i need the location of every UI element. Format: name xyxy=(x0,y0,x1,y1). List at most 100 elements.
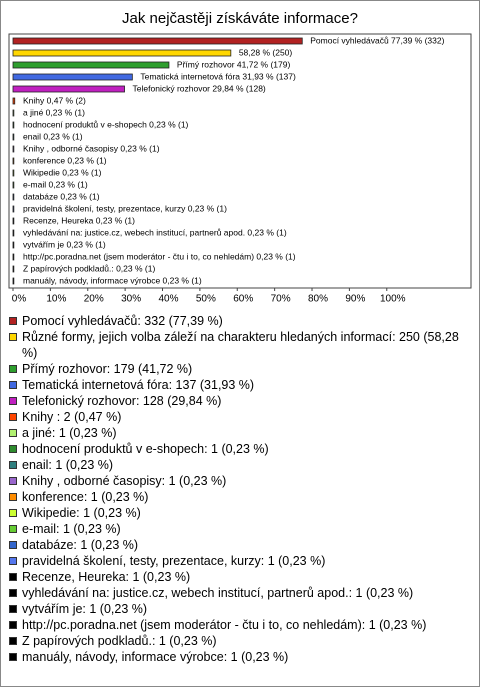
legend-label: Knihy : 2 (0,47 %) xyxy=(22,410,122,424)
legend-swatch xyxy=(9,381,17,389)
legend-label: pravidelná školení, testy, prezentace, k… xyxy=(22,554,326,568)
legend-swatch xyxy=(9,605,17,613)
x-tick-label: 10% xyxy=(46,294,66,305)
bar xyxy=(12,37,303,45)
bar xyxy=(12,49,232,57)
x-tick-label: 70% xyxy=(271,294,291,305)
legend-swatch xyxy=(9,653,17,661)
bar xyxy=(12,61,170,69)
value-label: konference 0,23 % (1) xyxy=(23,155,107,165)
legend-item: Telefonický rozhovor: 128 (29,84 %) xyxy=(9,393,471,409)
legend-swatch xyxy=(9,477,17,485)
legend-item: Recenze, Heureka: 1 (0,23 %) xyxy=(9,569,471,585)
value-label: databáze 0,23 % (1) xyxy=(23,191,100,201)
legend-swatch xyxy=(9,317,17,325)
x-tick-label: 50% xyxy=(196,294,216,305)
bar xyxy=(12,121,15,129)
bar xyxy=(12,181,15,189)
legend-item: databáze: 1 (0,23 %) xyxy=(9,537,471,553)
legend-label: Recenze, Heureka: 1 (0,23 %) xyxy=(22,570,191,584)
bar xyxy=(12,205,15,213)
legend-item: hodnocení produktů v e-shopech: 1 (0,23 … xyxy=(9,441,471,457)
legend-item: http://pc.poradna.net (jsem moderátor - … xyxy=(9,617,471,633)
value-label: Recenze, Heureka 0,23 % (1) xyxy=(23,215,135,225)
legend-item: Z papírových podkladů.: 1 (0,23 %) xyxy=(9,633,471,649)
bar xyxy=(12,169,15,177)
value-label: 58,28 % (250) xyxy=(239,47,293,57)
value-label: hodnocení produktů v e-shopech 0,23 % (1… xyxy=(23,119,189,129)
legend-label: databáze: 1 (0,23 %) xyxy=(22,538,139,552)
value-label: Tematická internetová fóra 31,93 % (137) xyxy=(140,71,296,81)
chart-title: Jak nejčastěji získáváte informace? xyxy=(122,10,358,27)
bar xyxy=(12,229,15,237)
bar xyxy=(12,73,133,81)
bar xyxy=(12,193,15,201)
legend-item: e-mail: 1 (0,23 %) xyxy=(9,521,471,537)
legend-swatch xyxy=(9,365,17,373)
x-tick-label: 100% xyxy=(380,294,406,305)
legend-item: enail: 1 (0,23 %) xyxy=(9,457,471,473)
value-label: vytvářím je 0,23 % (1) xyxy=(23,239,106,249)
x-tick-label: 30% xyxy=(121,294,141,305)
legend-swatch xyxy=(9,509,17,517)
value-label: Knihy , odborné časopisy 0,23 % (1) xyxy=(23,143,160,153)
legend-label: manuály, návody, informace výrobce: 1 (0… xyxy=(22,650,289,664)
bar xyxy=(12,133,15,141)
value-label: manuály, návody, informace výrobce 0,23 … xyxy=(23,275,202,285)
x-tick-label: 0% xyxy=(12,294,27,305)
bar xyxy=(12,277,15,285)
legend-item: Wikipedie: 1 (0,23 %) xyxy=(9,505,471,521)
legend-label: vytvářím je: 1 (0,23 %) xyxy=(22,602,148,616)
value-label: Knihy 0,47 % (2) xyxy=(23,95,86,105)
legend-swatch xyxy=(9,557,17,565)
legend-item: Přímý rozhovor: 179 (41,72 %) xyxy=(9,361,471,377)
legend-swatch xyxy=(9,589,17,597)
bar xyxy=(12,85,125,93)
x-tick-label: 80% xyxy=(308,294,328,305)
bar xyxy=(12,241,15,249)
x-tick-label: 40% xyxy=(159,294,179,305)
legend-label: enail: 1 (0,23 %) xyxy=(22,458,114,472)
value-label: Pomocí vyhledávačů 77,39 % (332) xyxy=(310,35,444,45)
legend-swatch xyxy=(9,461,17,469)
x-tick-label: 60% xyxy=(233,294,253,305)
bar xyxy=(12,217,15,225)
legend-label: e-mail: 1 (0,23 %) xyxy=(22,522,121,536)
legend-label: hodnocení produktů v e-shopech: 1 (0,23 … xyxy=(22,442,269,456)
legend-item: vytvářím je: 1 (0,23 %) xyxy=(9,601,471,617)
bar xyxy=(12,253,15,261)
legend-swatch xyxy=(9,429,17,437)
legend-label: Tematická internetová fóra: 137 (31,93 %… xyxy=(22,378,255,392)
legend-item: konference: 1 (0,23 %) xyxy=(9,489,471,505)
bar xyxy=(12,157,15,165)
legend-label: Různé formy, jejich volba záleží na char… xyxy=(22,330,459,360)
legend-item: Knihy : 2 (0,47 %) xyxy=(9,409,471,425)
legend-label: vyhledávání na: justice.cz, webech insti… xyxy=(22,586,414,600)
legend-item: pravidelná školení, testy, prezentace, k… xyxy=(9,553,471,569)
legend-item: Tematická internetová fóra: 137 (31,93 %… xyxy=(9,377,471,393)
bar xyxy=(12,265,15,273)
value-label: enail 0,23 % (1) xyxy=(23,131,83,141)
value-label: pravidelná školení, testy, prezentace, k… xyxy=(23,203,227,213)
legend-item: Různé formy, jejich volba záleží na char… xyxy=(9,329,471,361)
legend-swatch xyxy=(9,445,17,453)
legend-swatch xyxy=(9,333,17,341)
plot-frame xyxy=(8,33,472,289)
legend-swatch xyxy=(9,493,17,501)
legend-swatch xyxy=(9,621,17,629)
legend-swatch xyxy=(9,573,17,581)
legend-label: Wikipedie: 1 (0,23 %) xyxy=(22,506,141,520)
legend-swatch xyxy=(9,413,17,421)
bar xyxy=(12,145,15,153)
value-label: e-mail 0,23 % (1) xyxy=(23,179,88,189)
legend-item: Pomocí vyhledávačů: 332 (77,39 %) xyxy=(9,313,471,329)
legend-item: a jiné: 1 (0,23 %) xyxy=(9,425,471,441)
bar xyxy=(12,109,15,117)
legend-swatch xyxy=(9,397,17,405)
legend-label: Telefonický rozhovor: 128 (29,84 %) xyxy=(22,394,222,408)
legend-label: a jiné: 1 (0,23 %) xyxy=(22,426,117,440)
value-label: http://pc.poradna.net (jsem moderátor - … xyxy=(23,251,296,261)
legend-label: http://pc.poradna.net (jsem moderátor - … xyxy=(22,618,427,632)
legend-swatch xyxy=(9,541,17,549)
